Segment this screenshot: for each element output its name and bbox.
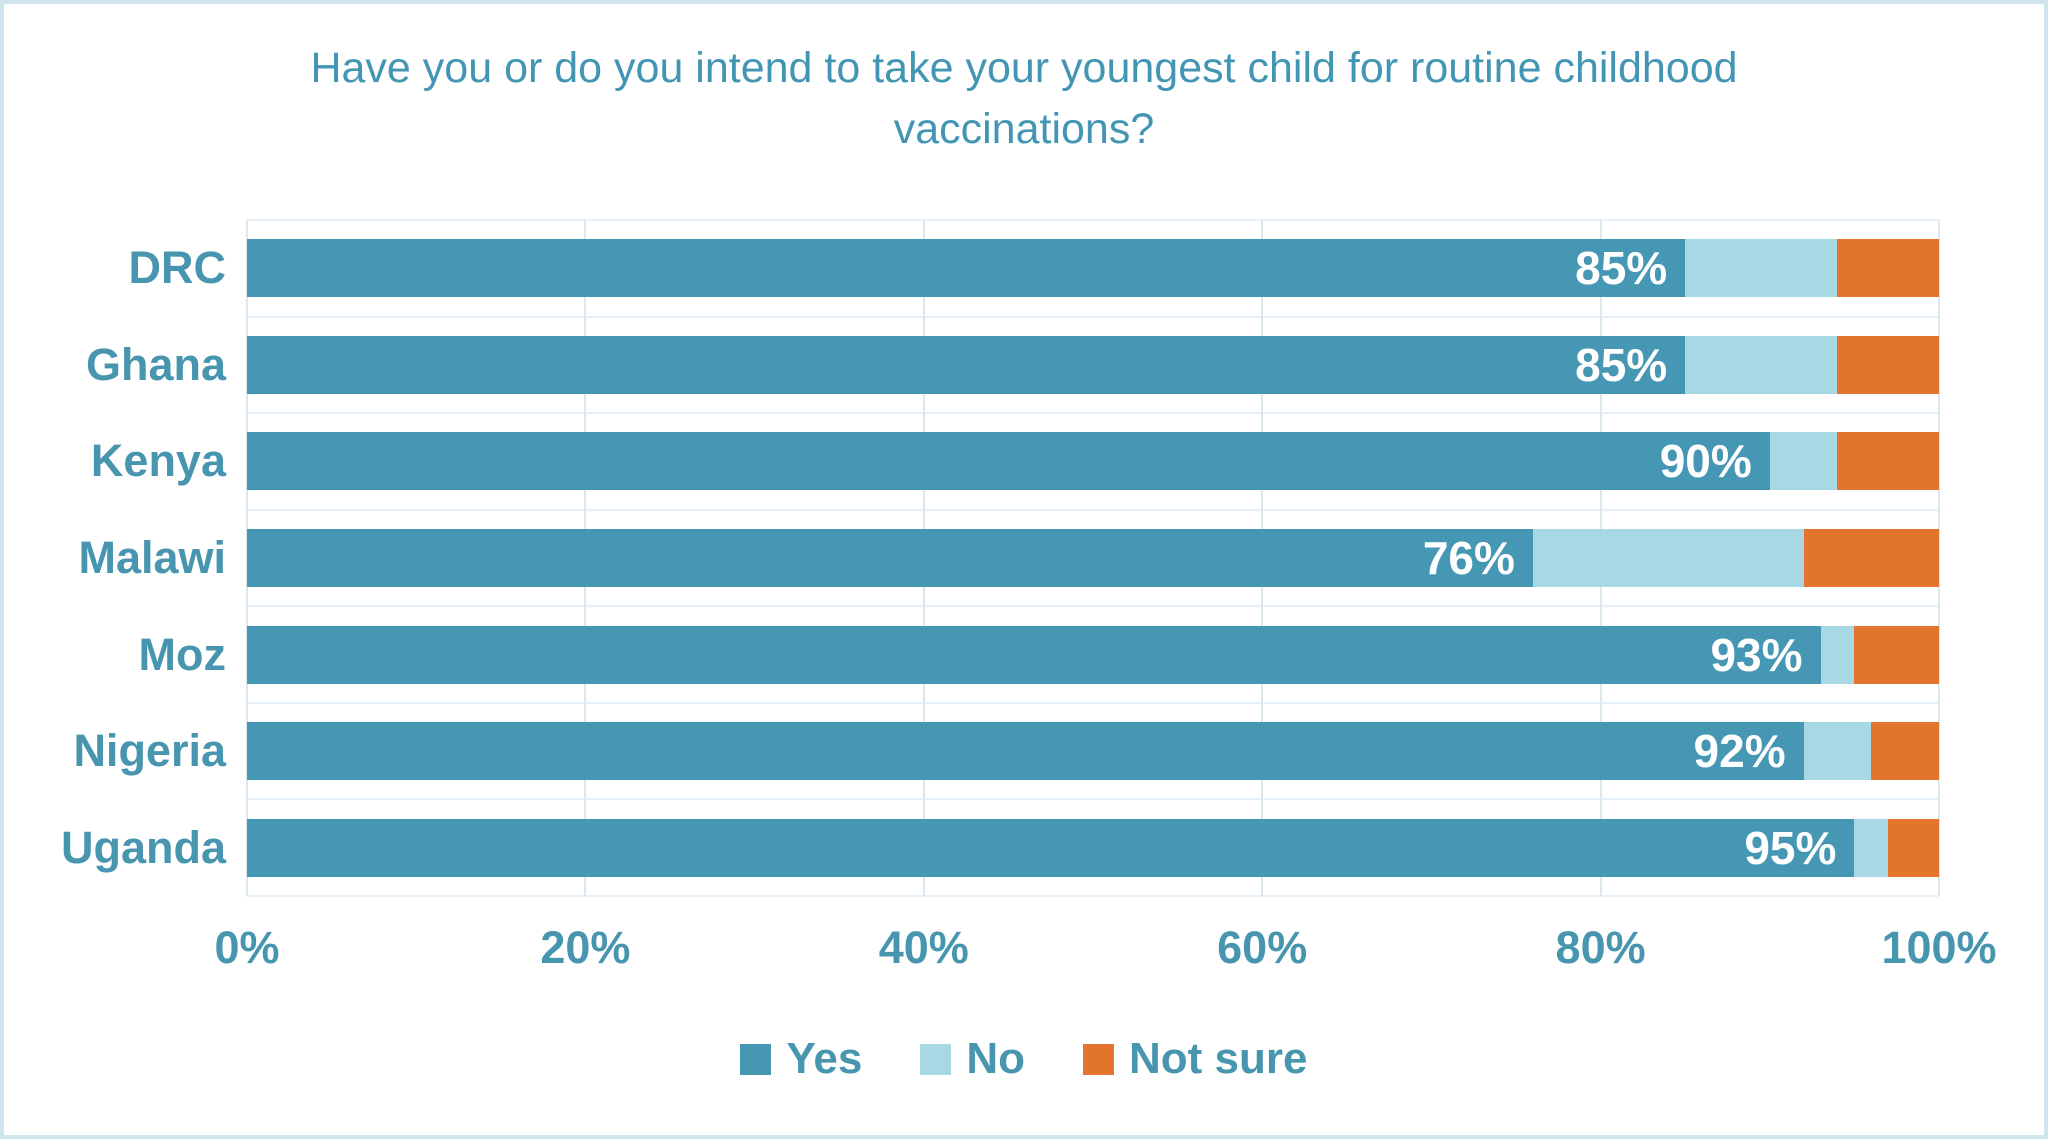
bar-segment-no xyxy=(1532,529,1804,587)
category-label: Malawi xyxy=(78,531,226,583)
horizontal-gridline xyxy=(247,315,1939,318)
legend-swatch xyxy=(740,1043,772,1075)
bar-row: 92% xyxy=(247,722,1939,781)
chart-title: Have you or do you intend to take your y… xyxy=(310,44,1738,154)
bar-value-label: 93% xyxy=(1710,628,1803,681)
bar-segment-not-sure xyxy=(1803,529,1939,587)
bar-row: 90% xyxy=(247,432,1939,491)
category-label: Nigeria xyxy=(73,725,226,777)
horizontal-gridline xyxy=(247,412,1939,415)
x-tick-label: 0% xyxy=(214,922,280,973)
bar-value-label: 90% xyxy=(1659,435,1752,488)
bar-segment-yes: 93% xyxy=(247,625,1821,684)
legend-item-yes: Yes xyxy=(740,1034,862,1084)
legend-item-not-sure: Not sure xyxy=(1083,1034,1308,1084)
category-axis: DRC Ghana Kenya Malawi Moz Nigeria Uganda xyxy=(4,220,226,896)
bar-segment-no xyxy=(1769,432,1838,491)
horizontal-gridline xyxy=(247,219,1939,221)
x-tick-label: 20% xyxy=(540,922,631,973)
bar-segment-yes: 85% xyxy=(247,239,1686,298)
bar-value-label: 95% xyxy=(1744,821,1837,874)
bar-segment-not-sure xyxy=(1854,625,1939,684)
horizontal-gridline xyxy=(247,798,1939,801)
horizontal-gridline xyxy=(247,895,1939,897)
x-tick-label: 60% xyxy=(1217,922,1308,973)
bar-value-label: 92% xyxy=(1693,725,1786,778)
legend-swatch xyxy=(920,1043,952,1075)
bar-row: 93% xyxy=(247,625,1939,684)
category-label: Ghana xyxy=(85,338,226,390)
legend-item-no: No xyxy=(920,1034,1025,1084)
horizontal-gridline xyxy=(247,701,1939,704)
category-label: Uganda xyxy=(60,821,226,873)
x-tick-label: 40% xyxy=(878,922,969,973)
bar-segment-no xyxy=(1854,818,1889,877)
bar-segment-not-sure xyxy=(1871,722,1939,781)
legend-label: No xyxy=(966,1034,1026,1083)
bar-segment-yes: 92% xyxy=(247,722,1804,781)
bar-row: 85% xyxy=(247,239,1939,298)
bar-segment-no xyxy=(1820,625,1855,684)
category-label: Kenya xyxy=(90,435,226,487)
plot-area: 85% 85% 90% 76% 93% 92% 95% xyxy=(246,219,1940,897)
bar-segment-yes: 95% xyxy=(247,818,1855,877)
bar-segment-not-sure xyxy=(1837,432,1939,491)
bar-segment-no xyxy=(1685,335,1838,394)
legend-swatch xyxy=(1083,1043,1115,1075)
bar-segment-yes: 85% xyxy=(247,335,1686,394)
legend-label: Not sure xyxy=(1129,1034,1308,1083)
horizontal-gridline xyxy=(247,605,1939,608)
bar-row: 76% xyxy=(247,529,1939,587)
bar-value-label: 85% xyxy=(1575,338,1668,391)
bar-value-label: 85% xyxy=(1575,242,1668,295)
bar-segment-not-sure xyxy=(1837,335,1939,394)
value-axis: 0% 20% 40% 60% 80% 100% xyxy=(214,922,1996,992)
bar-row: 95% xyxy=(247,818,1939,877)
legend: Yes No Not sure xyxy=(4,1034,2044,1084)
bar-row: 85% xyxy=(247,335,1939,394)
bar-segment-not-sure xyxy=(1837,239,1939,298)
x-tick-label: 80% xyxy=(1555,922,1646,973)
vertical-gridline xyxy=(1938,220,1940,896)
bar-value-label: 76% xyxy=(1422,532,1515,584)
category-label: Moz xyxy=(138,628,226,680)
bar-segment-not-sure xyxy=(1888,818,1939,877)
legend-label: Yes xyxy=(786,1034,863,1083)
horizontal-gridline xyxy=(247,508,1939,511)
category-label: DRC xyxy=(128,242,227,294)
bar-segment-no xyxy=(1685,239,1838,298)
x-tick-label: 100% xyxy=(1881,922,1997,973)
bar-segment-yes: 90% xyxy=(247,432,1770,491)
bar-segment-no xyxy=(1803,722,1872,781)
bar-segment-yes: 76% xyxy=(247,529,1533,587)
